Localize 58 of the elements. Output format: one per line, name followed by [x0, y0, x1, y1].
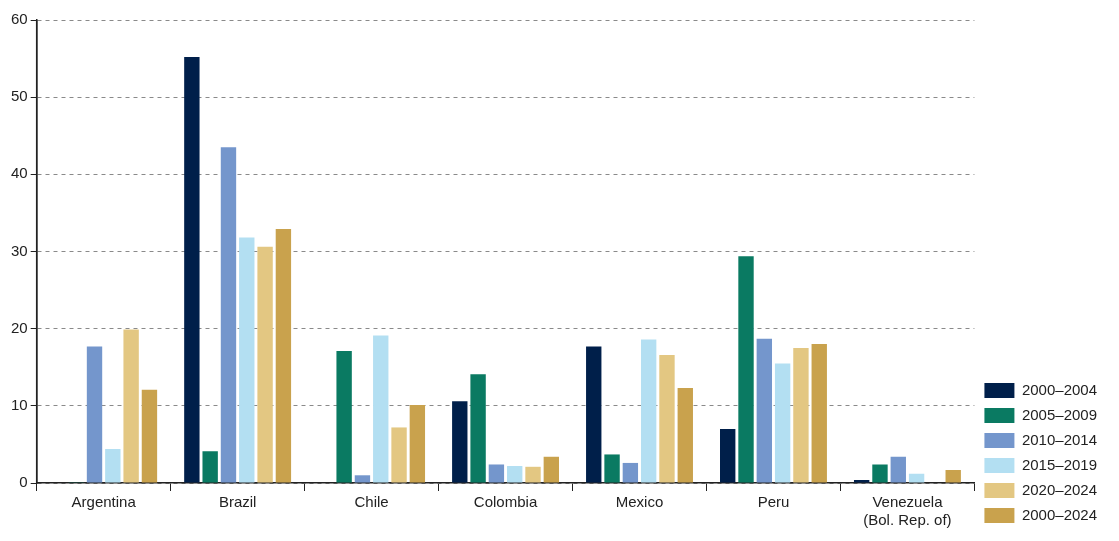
bar	[908, 473, 925, 483]
bar	[86, 346, 103, 483]
bar	[811, 344, 827, 483]
legend-label: 2000–2024	[1021, 505, 1098, 523]
bar	[123, 329, 139, 483]
bar	[336, 351, 352, 483]
bar	[586, 346, 602, 483]
bar	[720, 428, 736, 483]
bar	[604, 454, 620, 483]
bar	[774, 363, 791, 483]
bar	[738, 256, 754, 483]
bar	[105, 449, 121, 483]
bar	[373, 335, 389, 483]
bar	[890, 456, 906, 483]
bar	[488, 464, 505, 483]
y-tick-label: 40	[11, 164, 28, 182]
y-tick-label: 0	[19, 473, 28, 491]
bar	[239, 237, 255, 483]
x-tick-label: Chile	[354, 493, 389, 511]
x-tick-label: Mexico	[615, 493, 664, 511]
y-tick-label: 50	[11, 87, 28, 105]
bar	[507, 466, 523, 483]
bar	[452, 401, 468, 483]
y-tick-label: 10	[11, 395, 28, 413]
x-tick-label: Venezuela (Bol. Rep. of)	[863, 493, 952, 529]
bar	[525, 466, 541, 483]
bar	[659, 354, 675, 483]
bar	[756, 338, 773, 483]
bar	[257, 246, 273, 483]
x-tick-label: Brazil	[218, 493, 257, 511]
bar	[853, 479, 870, 483]
x-tick-label: Peru	[757, 493, 790, 511]
bar	[409, 405, 426, 483]
y-tick-label: 20	[11, 318, 28, 336]
x-tick-label: Colombia	[473, 493, 538, 511]
bar	[945, 469, 961, 483]
legend-label: 2000–2004	[1021, 380, 1098, 398]
bar	[220, 147, 237, 483]
legend-label: 2020–2024	[1021, 480, 1098, 498]
bar	[793, 347, 809, 483]
bar	[202, 451, 218, 483]
y-tick-label: 30	[11, 241, 28, 259]
legend-label: 2005–2009	[1021, 405, 1098, 423]
bar	[640, 339, 657, 483]
bar	[543, 456, 560, 483]
bar	[470, 374, 486, 483]
bar	[275, 229, 292, 483]
bar	[184, 57, 200, 483]
bar	[872, 464, 888, 483]
bar	[141, 389, 158, 483]
x-tick-label: Argentina	[71, 493, 137, 511]
bar	[622, 462, 639, 483]
legend-label: 2010–2014	[1021, 430, 1098, 448]
legend-label: 2015–2019	[1021, 455, 1098, 473]
bar	[677, 388, 693, 483]
y-tick-label: 60	[11, 10, 28, 28]
bar	[354, 475, 371, 483]
bar	[391, 427, 407, 483]
